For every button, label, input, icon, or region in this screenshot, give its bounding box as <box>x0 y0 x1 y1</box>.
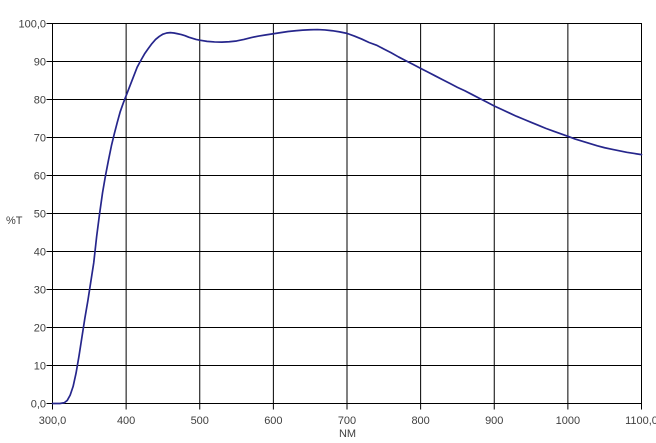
grid-layer <box>52 23 642 404</box>
axis-tick-layer <box>46 23 642 410</box>
plot-border-layer <box>52 23 642 404</box>
x-tick-label: 600 <box>264 415 282 427</box>
y-tick-label: 0,0 <box>31 399 46 411</box>
y-tick-label: 90 <box>34 57 46 69</box>
x-tick-label: 900 <box>485 415 503 427</box>
y-tick-label: 60 <box>34 171 46 183</box>
y-tick-label: 30 <box>34 285 46 297</box>
x-tick-label: 400 <box>117 415 135 427</box>
x-tick-label: 800 <box>411 415 429 427</box>
plot-border <box>52 23 642 404</box>
y-tick-label: 70 <box>34 133 46 145</box>
y-tick-label: 80 <box>34 95 46 107</box>
axis-tick-label-layer: 300,0 400 500 600 700 800 900 1000 1100,0 0,0 10 20… <box>18 19 656 428</box>
x-tick-label: 700 <box>338 415 356 427</box>
y-tick-label: 40 <box>34 247 46 259</box>
series-layer <box>51 28 643 405</box>
y-axis-title: %T <box>6 215 23 227</box>
y-tick-label: 20 <box>34 323 46 335</box>
y-tick-label: 100,0 <box>18 19 46 31</box>
transmission-curve <box>51 28 643 405</box>
y-tick-label: 10 <box>34 361 46 373</box>
x-tick-label: 300,0 <box>39 415 67 427</box>
y-tick-label: 50 <box>34 209 46 221</box>
x-tick-label: 1000 <box>556 415 580 427</box>
x-tick-label: 500 <box>191 415 209 427</box>
x-axis-title: NM <box>339 428 356 440</box>
x-tick-label: 1100,0 <box>625 415 656 427</box>
